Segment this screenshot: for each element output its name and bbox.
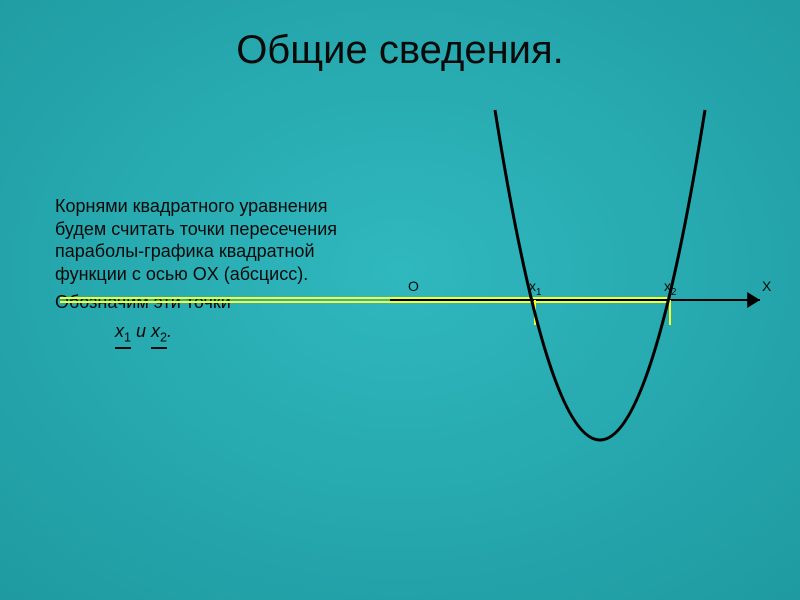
axis-label-x: X bbox=[762, 278, 771, 294]
diagram: O X x1 x2 bbox=[380, 110, 780, 510]
body-p1: Корнями квадратного уравнения будем счит… bbox=[55, 195, 365, 285]
axis-label-x1: x1 bbox=[529, 278, 541, 298]
parabola-curve bbox=[495, 110, 705, 440]
body-p3: x1 и x2. bbox=[55, 320, 365, 349]
body-text: Корнями квадратного уравнения будем счит… bbox=[55, 195, 365, 355]
axis-label-x2: x2 bbox=[664, 278, 676, 298]
slide-title: Общие сведения. bbox=[0, 28, 800, 73]
slide: Общие сведения. Корнями квадратного урав… bbox=[0, 0, 800, 600]
axis-label-origin: O bbox=[408, 278, 419, 294]
diagram-svg bbox=[380, 110, 780, 510]
x-axis-arrow bbox=[747, 292, 760, 308]
